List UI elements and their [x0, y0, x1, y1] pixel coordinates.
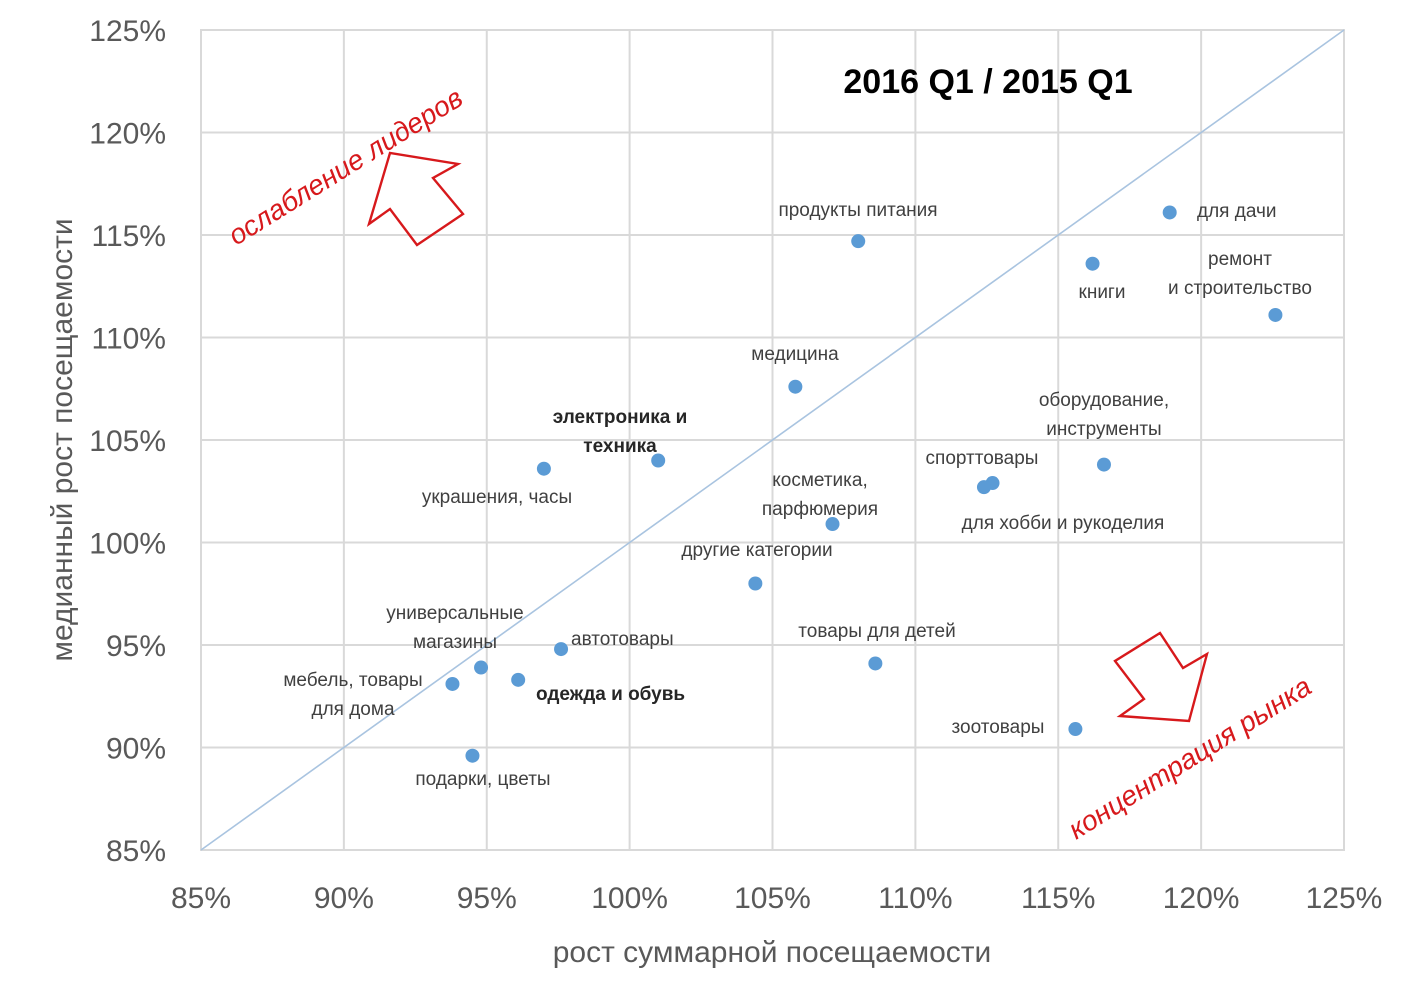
point-label: для дачи	[1197, 201, 1277, 222]
point-label: для хобби и рукоделия	[962, 513, 1165, 534]
x-tick-label: 85%	[171, 882, 231, 915]
point-label: продукты питания	[778, 200, 937, 221]
reference-diagonal-line	[200, 29, 1345, 851]
point-label: украшения, часы	[422, 487, 572, 508]
data-point	[1068, 722, 1083, 737]
point-label: ремонт и строительство	[1168, 249, 1312, 299]
point-label: оборудование, инструменты	[1039, 390, 1169, 440]
x-tick-label: 100%	[591, 882, 668, 915]
data-point	[651, 453, 666, 468]
point-label: автотовары	[571, 629, 674, 650]
y-tick-label: 100%	[89, 528, 166, 561]
data-point	[788, 379, 803, 394]
x-tick-label: 120%	[1163, 882, 1240, 915]
chart-title: 2016 Q1 / 2015 Q1	[843, 63, 1132, 101]
data-point	[851, 234, 866, 249]
plot-area-border	[200, 29, 1345, 851]
data-point	[465, 748, 480, 763]
data-points	[445, 205, 1283, 763]
point-label: спорттовары	[926, 448, 1039, 469]
x-tick-label: 125%	[1306, 882, 1383, 915]
data-point	[554, 642, 569, 657]
data-point	[868, 656, 883, 671]
arrow-up-left-icon	[366, 151, 465, 247]
point-label: подарки, цветы	[415, 769, 550, 790]
point-label: одежда и обувь	[536, 684, 685, 705]
point-label: зоотовары	[952, 717, 1045, 738]
data-point	[1162, 205, 1177, 220]
point-label: косметика, парфюмерия	[762, 470, 878, 520]
data-point	[536, 461, 551, 476]
point-labels: продукты питания для дачи книги ремонт и стр…	[283, 200, 1312, 790]
point-label: товары для детей	[798, 621, 955, 642]
y-tick-label: 120%	[89, 118, 166, 151]
y-tick-label: 110%	[91, 323, 166, 356]
y-tick-label: 90%	[106, 733, 166, 766]
x-tick-label: 90%	[314, 882, 374, 915]
x-tick-label: 110%	[878, 882, 953, 915]
data-point	[474, 660, 489, 675]
data-point	[511, 672, 526, 687]
x-tick-label: 115%	[1021, 882, 1096, 915]
point-label: электроника и техника	[553, 407, 688, 457]
data-point	[1085, 256, 1100, 271]
data-point	[976, 480, 991, 495]
axis-ticks: 85% 90% 95% 100% 105% 110% 115% 120% 125% 85% 90% 9…	[89, 15, 1382, 915]
callout-leaders-weakening: ослабление лидеров	[223, 82, 468, 251]
y-tick-label: 85%	[106, 835, 166, 868]
point-label: медицина	[751, 344, 839, 365]
x-tick-label: 105%	[734, 882, 811, 915]
data-point	[825, 517, 840, 532]
point-label: мебель, товары для дома	[283, 670, 422, 720]
y-tick-label: 115%	[91, 220, 166, 253]
y-tick-label: 125%	[89, 15, 166, 48]
x-axis-title: рост суммарной посещаемости	[553, 936, 992, 969]
point-label: универсальные магазины	[386, 603, 523, 653]
chart-grid	[201, 30, 1344, 850]
arrow-down-right-icon	[1113, 631, 1209, 723]
data-point	[1268, 307, 1283, 322]
data-point	[748, 576, 763, 591]
point-label: книги	[1079, 282, 1126, 303]
data-point	[1096, 457, 1111, 472]
point-label: другие категории	[681, 540, 832, 561]
y-tick-label: 95%	[106, 630, 166, 663]
x-tick-label: 95%	[457, 882, 517, 915]
callout-market-concentration: концентрация рынка	[1063, 670, 1317, 845]
data-point	[445, 676, 460, 691]
y-tick-label: 105%	[89, 425, 166, 458]
y-axis-title: медианный рост посещаемости	[46, 218, 79, 661]
